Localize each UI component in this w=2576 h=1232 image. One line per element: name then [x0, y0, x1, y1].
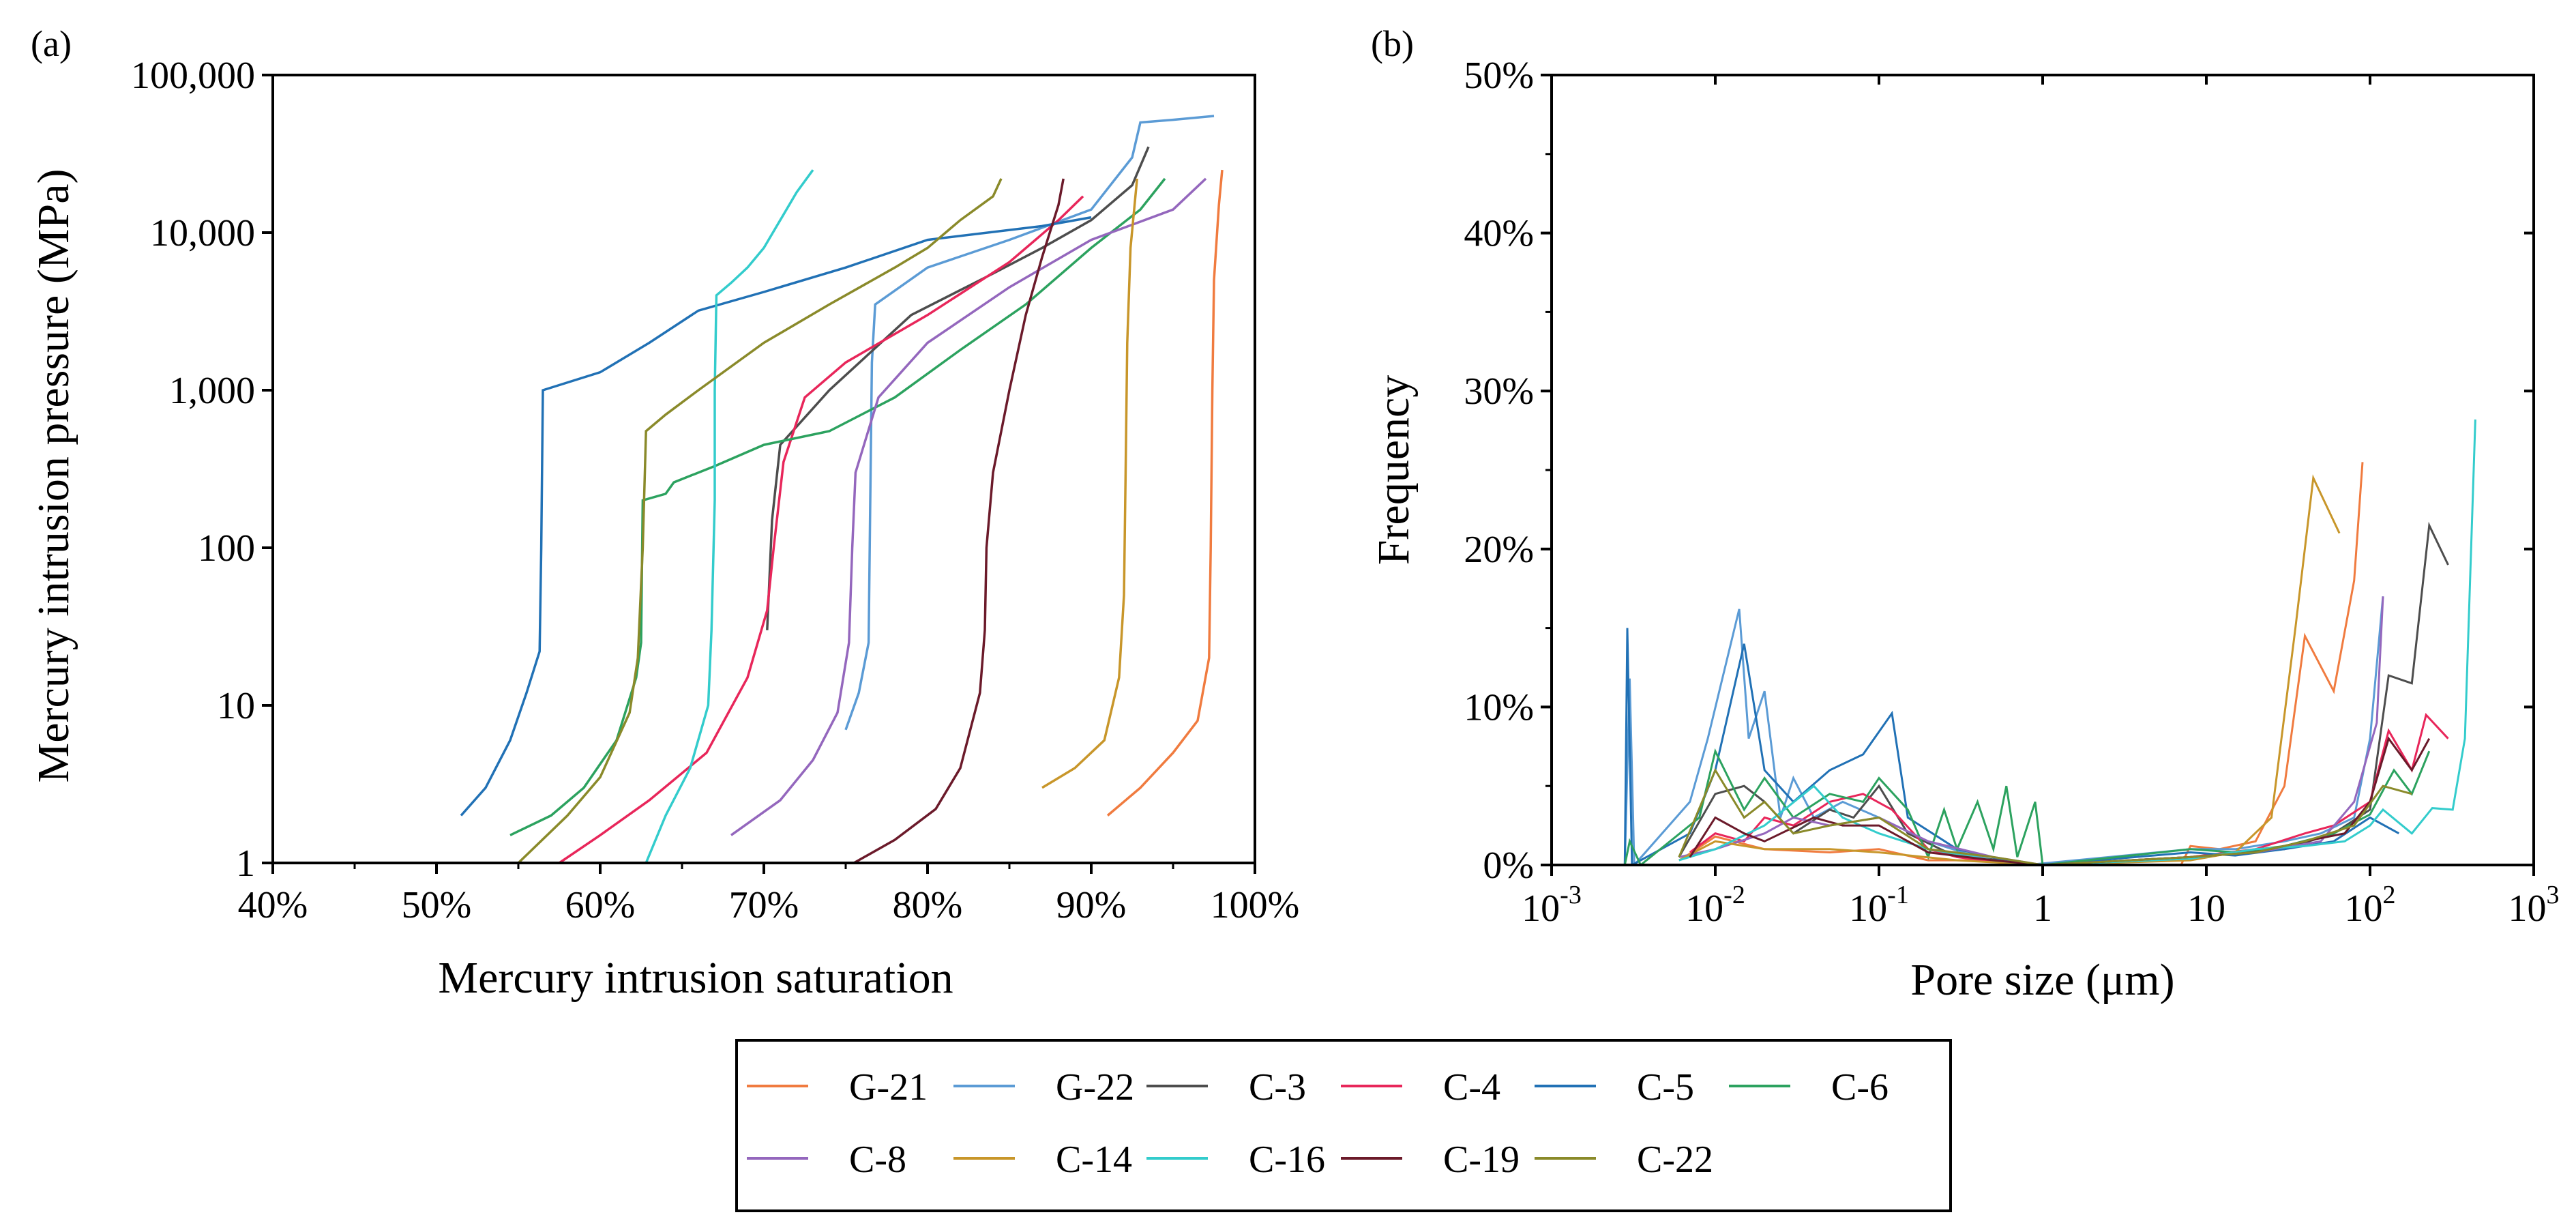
legend-item-c-22: C-22 [1535, 1139, 1713, 1181]
legend-item-c-16: C-16 [1146, 1139, 1325, 1181]
series-line-a-c-14 [1041, 178, 1138, 789]
x-tick-label-a: 80% [893, 884, 963, 926]
series-line-a-g-21 [1106, 169, 1224, 817]
chart-b: 10-3 10-2 10-1 1 10 102 103 0% 10% 20% 30% 40% 50% Po… [1369, 55, 2560, 1005]
x-axis-title-b: Pore size (μm) [1910, 955, 2174, 1005]
legend-label: C-16 [1249, 1139, 1325, 1181]
y-tick-label-b: 0% [1483, 845, 1534, 887]
y-tick-label-b: 50% [1464, 55, 1534, 97]
y-tick-label-a: 1,000 [169, 370, 255, 412]
y-axis-title-b: Frequency [1369, 375, 1419, 566]
legend-item-c-3: C-3 [1146, 1066, 1306, 1109]
legend-item-c-4: C-4 [1341, 1066, 1500, 1109]
series-line-a-c-16 [645, 169, 814, 863]
legend-label: C-8 [849, 1139, 906, 1181]
series-line-a-c-19 [853, 178, 1065, 863]
x-tick-label-a: 100% [1211, 884, 1300, 926]
y-axis-title-a: Mercury intrusion pressure (MPa) [29, 169, 78, 783]
panel-label-a: (a) [31, 23, 72, 64]
legend: G-21 G-22 C-3 C-4 C-5 C-6 C-8 C-14 C-16 C-19 C-22 [735, 1039, 1952, 1212]
legend-label: G-21 [849, 1066, 928, 1109]
y-tick-label-a: 10,000 [150, 212, 255, 254]
y-tick-label-b: 30% [1464, 370, 1534, 413]
y-tick-label-b: 20% [1464, 529, 1534, 571]
y-tick-label-a: 10 [217, 685, 255, 727]
series-line-a-c-22 [517, 178, 1003, 863]
legend-label: C-3 [1249, 1066, 1306, 1109]
legend-item-c-6: C-6 [1729, 1066, 1889, 1109]
x-tick-label-b: 103 [2508, 881, 2560, 930]
legend-label: C-19 [1443, 1139, 1520, 1181]
panel-label-b: (b) [1371, 23, 1414, 64]
x-tick-label-b: 102 [2345, 881, 2396, 930]
x-tick-label-a: 40% [238, 884, 308, 926]
series-line-b-c-6 [1623, 748, 2431, 865]
series-line-b-g-22 [1623, 596, 2384, 865]
series-line-b-c-14 [1678, 474, 2341, 865]
legend-label: G-22 [1056, 1066, 1134, 1109]
series-line-a-c-3 [766, 146, 1150, 630]
legend-item-c-14: C-14 [953, 1139, 1132, 1181]
legend-item-c-8: C-8 [747, 1139, 906, 1181]
x-tick-label-b: 10-1 [1849, 881, 1909, 930]
x-tick-label-a: 60% [565, 884, 636, 926]
legend-item-c-19: C-19 [1341, 1139, 1520, 1181]
x-tick-label-b: 10-2 [1685, 881, 1745, 930]
x-tick-label-a: 50% [402, 884, 472, 926]
series-line-a-c-4 [559, 195, 1084, 863]
plot-frame-a [271, 74, 1256, 864]
series-line-a-g-22 [844, 115, 1215, 731]
chart-a: 40% 50% 60% 70% 80% 90% 100% 1 10 100 1,000 10,000 1… [29, 55, 1299, 1003]
series-line-b-c-22 [1678, 767, 2412, 865]
series-line-a-c-8 [730, 177, 1207, 836]
x-tick-label-a: 90% [1056, 884, 1127, 926]
legend-item-g-21: G-21 [747, 1066, 928, 1109]
series-line-b-c-5 [1623, 628, 2400, 865]
series-line-b-c-3 [1678, 521, 2449, 865]
x-axis-title-a: Mercury intrusion saturation [438, 953, 953, 1003]
series-line-a-c-6 [509, 177, 1166, 836]
legend-item-g-22: G-22 [953, 1066, 1134, 1109]
x-tick-label-a: 70% [729, 884, 799, 926]
legend-label: C-6 [1831, 1066, 1889, 1109]
legend-label: C-5 [1637, 1066, 1694, 1109]
series-line-a-c-5 [460, 216, 1092, 817]
series-line-b-g-21 [1684, 462, 2364, 865]
y-tick-label-a: 100 [198, 527, 255, 570]
y-tick-label-b: 10% [1464, 686, 1534, 729]
legend-item-c-5: C-5 [1535, 1066, 1694, 1109]
x-tick-label-b: 1 [2033, 888, 2052, 930]
series-line-b-c-19 [1689, 736, 2431, 865]
legend-label: C-4 [1443, 1066, 1500, 1109]
legend-box [735, 1039, 1952, 1212]
y-tick-label-a: 100,000 [131, 55, 255, 97]
legend-label: C-14 [1056, 1139, 1132, 1181]
x-tick-label-b: 10-3 [1522, 881, 1582, 930]
y-tick-label-a: 1 [236, 842, 255, 885]
y-tick-label-b: 40% [1464, 213, 1534, 255]
x-tick-label-b: 10 [2187, 888, 2225, 930]
legend-label: C-22 [1637, 1139, 1713, 1181]
